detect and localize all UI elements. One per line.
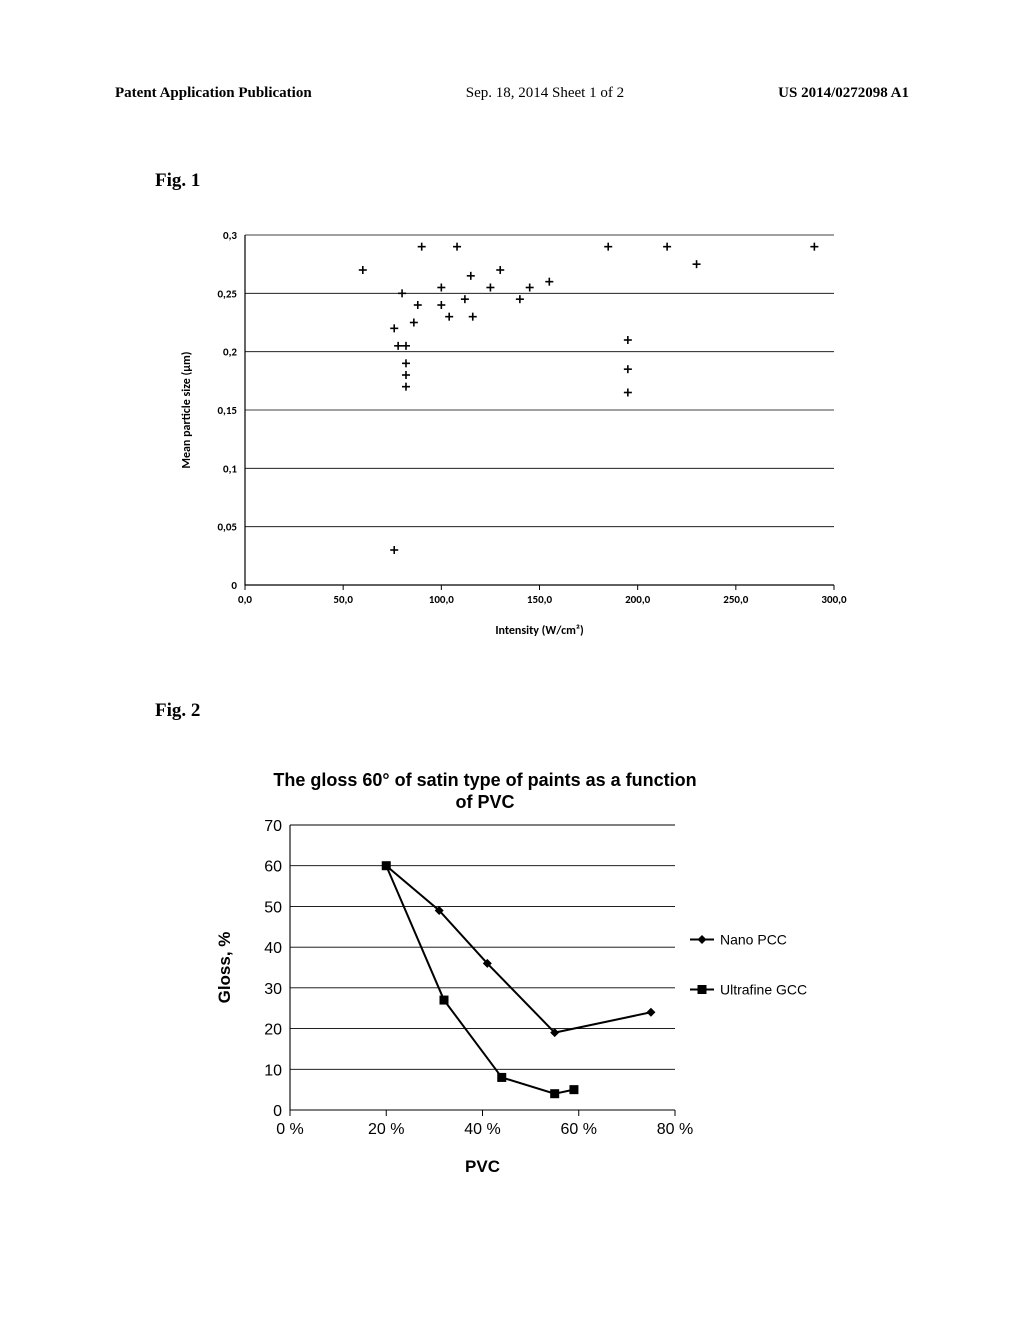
- svg-text:0,0: 0,0: [238, 593, 252, 606]
- svg-text:40 %: 40 %: [464, 1121, 500, 1138]
- fig2-chart: The gloss 60° of satin type of paints as…: [195, 760, 835, 1180]
- publication-number: US 2014/0272098 A1: [778, 85, 909, 102]
- svg-text:30: 30: [264, 981, 282, 998]
- svg-text:Ultrafine GCC: Ultrafine GCC: [720, 982, 807, 998]
- svg-text:100,0: 100,0: [429, 593, 455, 606]
- svg-text:20 %: 20 %: [368, 1121, 404, 1138]
- svg-text:300,0: 300,0: [821, 593, 847, 606]
- svg-text:20: 20: [264, 1022, 282, 1039]
- svg-text:250,0: 250,0: [723, 593, 749, 606]
- fig1-svg: 0 0,05 0,1 0,15 0,2 0,25 0,3 0,0 50,0 100,0 150,0 2…: [170, 220, 854, 640]
- fig2-label: Fig. 2: [155, 700, 200, 722]
- svg-text:200,0: 200,0: [625, 593, 651, 606]
- svg-text:0,15: 0,15: [217, 404, 237, 417]
- header-row: Patent Application Publication Sep. 18, …: [115, 85, 909, 102]
- svg-text:0,25: 0,25: [217, 287, 237, 300]
- svg-text:10: 10: [264, 1062, 282, 1079]
- svg-text:0,3: 0,3: [223, 229, 237, 242]
- fig1-chart: 0 0,05 0,1 0,15 0,2 0,25 0,3 0,0 50,0 100,0 150,0 2…: [170, 220, 854, 640]
- svg-text:0: 0: [273, 1103, 282, 1120]
- publication-date-sheet: Sep. 18, 2014 Sheet 1 of 2: [466, 85, 624, 102]
- svg-text:0,1: 0,1: [223, 462, 237, 475]
- svg-text:0,05: 0,05: [217, 521, 237, 534]
- svg-text:40: 40: [264, 940, 282, 957]
- svg-text:of PVC: of PVC: [455, 792, 514, 812]
- svg-text:0: 0: [231, 579, 237, 592]
- svg-text:Mean particle size (μm): Mean particle size (μm): [180, 351, 194, 468]
- svg-text:0,2: 0,2: [223, 346, 237, 359]
- svg-text:50,0: 50,0: [333, 593, 353, 606]
- fig2-svg: The gloss 60° of satin type of paints as…: [195, 760, 835, 1180]
- svg-text:80 %: 80 %: [657, 1121, 693, 1138]
- svg-text:60 %: 60 %: [561, 1121, 597, 1138]
- svg-text:70: 70: [264, 818, 282, 835]
- svg-text:50: 50: [264, 899, 282, 916]
- publication-label: Patent Application Publication: [115, 85, 312, 102]
- svg-text:Gloss, %: Gloss, %: [215, 932, 234, 1004]
- svg-text:The gloss 60° of satin type of: The gloss 60° of satin type of paints as…: [273, 770, 696, 790]
- svg-text:Intensity (W/cm²): Intensity (W/cm²): [495, 624, 583, 638]
- svg-text:Nano PCC: Nano PCC: [720, 932, 787, 948]
- fig1-label: Fig. 1: [155, 170, 200, 192]
- svg-text:PVC: PVC: [465, 1157, 500, 1176]
- svg-text:150,0: 150,0: [527, 593, 553, 606]
- svg-text:60: 60: [264, 859, 282, 876]
- svg-text:0 %: 0 %: [276, 1121, 304, 1138]
